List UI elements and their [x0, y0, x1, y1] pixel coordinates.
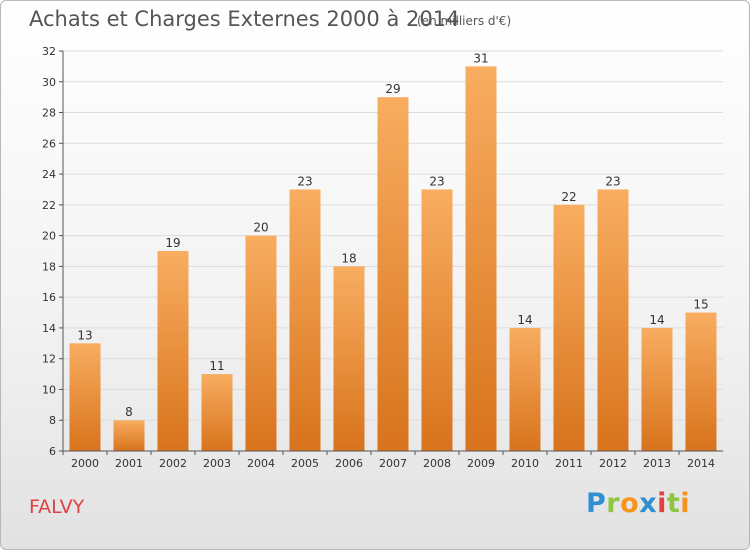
- chart-title: Achats et Charges Externes 2000 à 2014: [29, 7, 460, 31]
- bars: [69, 66, 717, 452]
- data-label-2005: 23: [297, 174, 312, 188]
- bar-2010: [509, 327, 541, 451]
- y-tick-label: 20: [42, 230, 56, 243]
- bar-2014: [685, 312, 717, 451]
- y-tick-label: 32: [42, 45, 56, 58]
- bar-2004: [245, 235, 277, 451]
- bar-2007: [377, 97, 409, 452]
- x-tick-label-2002: 2002: [159, 457, 187, 470]
- x-tick-label-2007: 2007: [379, 457, 407, 470]
- data-label-2007: 29: [385, 82, 400, 96]
- data-label-2003: 11: [209, 359, 224, 373]
- x-tick-label-2010: 2010: [511, 457, 539, 470]
- logo-letter: o: [620, 488, 640, 519]
- y-tick-label: 14: [42, 322, 56, 335]
- logo-letter: P: [586, 488, 607, 519]
- x-tick-label-2001: 2001: [115, 457, 143, 470]
- bar-2006: [333, 266, 365, 451]
- proxiti-logo: Proxiti: [586, 488, 690, 519]
- bar-2009: [465, 66, 497, 451]
- chart-subtitle: (en milliers d'€): [417, 14, 512, 28]
- data-label-2011: 22: [561, 190, 576, 204]
- data-label-2006: 18: [341, 251, 356, 265]
- logo-letter: i: [657, 488, 667, 519]
- y-tick-label: 16: [42, 291, 56, 304]
- bar-2001: [113, 420, 145, 451]
- y-tick-label: 6: [49, 445, 56, 458]
- x-tick-label-2013: 2013: [643, 457, 671, 470]
- y-tick-label: 8: [49, 414, 56, 427]
- data-label-2010: 14: [517, 313, 532, 327]
- x-tick-label-2009: 2009: [467, 457, 495, 470]
- bar-2011: [553, 204, 585, 451]
- y-tick-label: 22: [42, 199, 56, 212]
- data-label-2002: 19: [165, 236, 180, 250]
- y-tick-label: 26: [42, 137, 56, 150]
- commune-name: FALVY: [29, 496, 85, 518]
- x-tick-label-2004: 2004: [247, 457, 275, 470]
- y-tick-label: 28: [42, 107, 56, 120]
- data-label-2014: 15: [693, 298, 708, 312]
- x-tick-label-2000: 2000: [71, 457, 99, 470]
- data-label-2004: 20: [253, 221, 268, 235]
- y-tick-label: 12: [42, 353, 56, 366]
- logo-letter: i: [680, 488, 691, 519]
- bar-2002: [157, 251, 189, 451]
- bar-2013: [641, 327, 673, 451]
- bar-2008: [421, 189, 453, 451]
- x-tick-label-2011: 2011: [555, 457, 583, 470]
- logo-letter: r: [606, 488, 621, 519]
- data-label-2001: 8: [125, 405, 133, 419]
- bar-2000: [69, 343, 101, 451]
- x-tick-label-2008: 2008: [423, 457, 451, 470]
- data-label-2013: 14: [649, 313, 664, 327]
- bar-2005: [289, 189, 321, 451]
- logo-letter: x: [639, 488, 658, 519]
- logo-letter: t: [666, 488, 681, 519]
- data-label-2008: 23: [429, 174, 444, 188]
- data-label-2009: 31: [473, 51, 488, 65]
- axes: [59, 50, 723, 455]
- y-tick-label: 30: [42, 76, 56, 89]
- y-tick-label: 24: [42, 168, 56, 181]
- y-tick-label: 18: [42, 260, 56, 273]
- bar-2012: [597, 189, 629, 451]
- y-tick-label: 10: [42, 383, 56, 396]
- data-label-2000: 13: [77, 328, 92, 342]
- x-tick-label-2006: 2006: [335, 457, 363, 470]
- x-tick-label-2012: 2012: [599, 457, 627, 470]
- x-tick-label-2003: 2003: [203, 457, 231, 470]
- bar-2003: [201, 374, 233, 451]
- labels: 6 8 10 12 14 16 18 20 22 24 26 28 30 32 13 2000 8 2001 19 2…: [42, 45, 715, 470]
- x-tick-label-2005: 2005: [291, 457, 319, 470]
- x-tick-label-2014: 2014: [687, 457, 715, 470]
- data-label-2012: 23: [605, 174, 620, 188]
